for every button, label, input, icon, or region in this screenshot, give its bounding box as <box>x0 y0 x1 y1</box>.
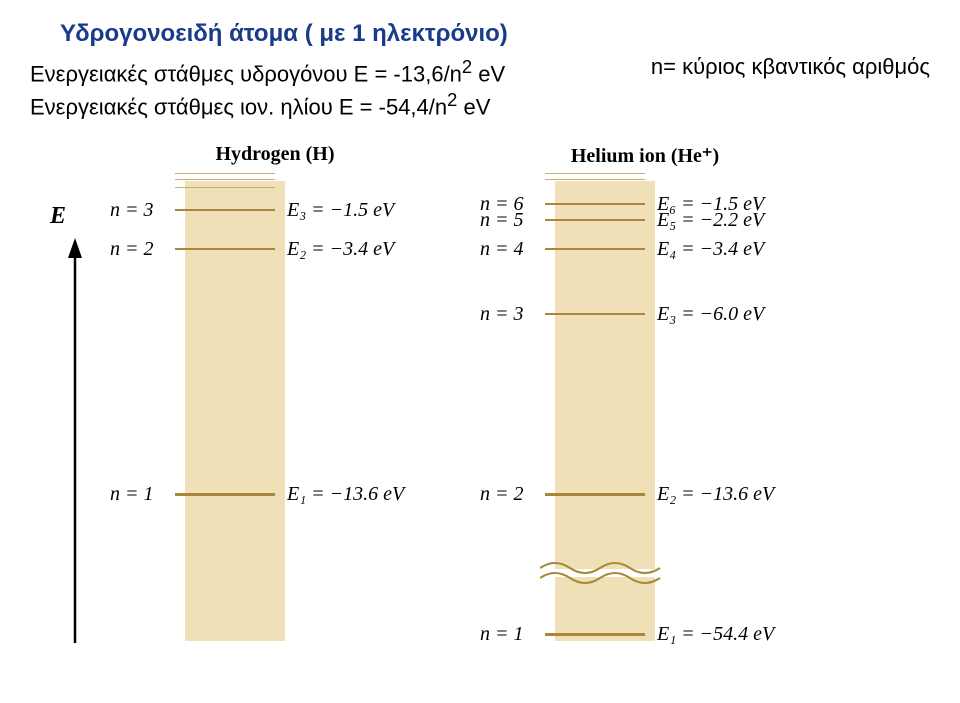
energy-level <box>110 179 440 180</box>
level-line <box>545 179 645 180</box>
n-label: n = 3 <box>480 303 545 326</box>
e-label: E₄ = −3.4 eV <box>657 238 764 261</box>
n-label: n = 1 <box>480 623 545 646</box>
helium-title: Helium ion (He⁺) <box>480 143 810 168</box>
hydrogen-title: Hydrogen (H) <box>110 143 440 166</box>
level-line <box>545 633 645 636</box>
energy-level <box>480 173 810 174</box>
e-label: E₁ = −54.4 eV <box>657 623 774 646</box>
e-label: E₁ = −13.6 eV <box>287 483 404 506</box>
level-line <box>175 173 275 174</box>
side-note: n= κύριος κβαντικός αριθμός <box>651 54 930 80</box>
level-line <box>175 209 275 211</box>
n-label: n = 2 <box>110 238 175 261</box>
level-line <box>175 493 275 496</box>
hydrogen-column: Hydrogen (H) n = 3 E₃ = −1.5 eV n = 2 E₂ = … <box>110 143 440 683</box>
level-line <box>545 493 645 496</box>
energy-level: n = 1 E₁ = −13.6 eV <box>110 483 440 506</box>
n-label: n = 3 <box>110 199 175 222</box>
energy-level: n = 1 E₁ = −54.4 eV <box>480 623 810 646</box>
energy-level: n = 3 E₃ = −1.5 eV <box>110 199 440 222</box>
axis-arrow-icon <box>30 143 110 683</box>
energy-level: n = 3 E₃ = −6.0 eV <box>480 303 810 326</box>
level-line <box>175 187 275 188</box>
n-label: n = 2 <box>480 483 545 506</box>
energy-level: n = 2 E₂ = −3.4 eV <box>110 238 440 261</box>
helium-formula: Ενεργειακές στάθμες ιον. ηλίου Ε = -54,4… <box>30 89 505 120</box>
energy-level <box>110 173 440 174</box>
hydrogen-formula: Ενεργειακές στάθμες υδρογόνου Ε = -13,6/… <box>30 56 505 87</box>
line1-tail: eV <box>472 61 505 86</box>
energy-level <box>480 179 810 180</box>
energy-level <box>110 187 440 188</box>
header-text-row: Ενεργειακές στάθμες υδρογόνου Ε = -13,6/… <box>30 54 930 123</box>
energy-level: n = 5 E₅ = −2.2 eV <box>480 209 810 232</box>
n-label: n = 1 <box>110 483 175 506</box>
line2-sup: 2 <box>447 89 457 110</box>
level-line <box>545 219 645 221</box>
page-title: Υδρογονοειδή άτομα ( με 1 ηλεκτρόνιο) <box>60 20 930 48</box>
e-label: E₃ = −1.5 eV <box>287 199 394 222</box>
energy-level: n = 2 E₂ = −13.6 eV <box>480 483 810 506</box>
level-line <box>175 179 275 180</box>
level-line <box>545 173 645 174</box>
level-line <box>545 248 645 250</box>
line1-sup: 2 <box>462 56 472 77</box>
line2-text: Ενεργειακές στάθμες ιον. ηλίου Ε = -54,4… <box>30 95 447 120</box>
line2-tail: eV <box>457 95 490 120</box>
helium-column: Helium ion (He⁺) n = 6E₆ = −1.5 eVn = 5E… <box>480 143 810 683</box>
level-line <box>175 248 275 250</box>
line1-text: Ενεργειακές στάθμες υδρογόνου Ε = -13,6/… <box>30 61 462 86</box>
e-label: E₅ = −2.2 eV <box>657 209 764 232</box>
e-label: E₂ = −3.4 eV <box>287 238 394 261</box>
formula-block: Ενεργειακές στάθμες υδρογόνου Ε = -13,6/… <box>30 54 505 123</box>
level-line <box>545 203 645 205</box>
axis-column: E <box>30 143 110 683</box>
energy-diagram: E Hydrogen (H) n = 3 E₃ = −1.5 eV n = 2 E₂ … <box>30 143 930 683</box>
level-line <box>545 313 645 315</box>
n-label: n = 5 <box>480 209 545 232</box>
energy-level: n = 4 E₄ = −3.4 eV <box>480 238 810 261</box>
axis-label: E <box>50 203 66 230</box>
e-label: E₃ = −6.0 eV <box>657 303 764 326</box>
e-label: E₂ = −13.6 eV <box>657 483 774 506</box>
n-label: n = 4 <box>480 238 545 261</box>
axis-break-icon <box>540 558 670 588</box>
